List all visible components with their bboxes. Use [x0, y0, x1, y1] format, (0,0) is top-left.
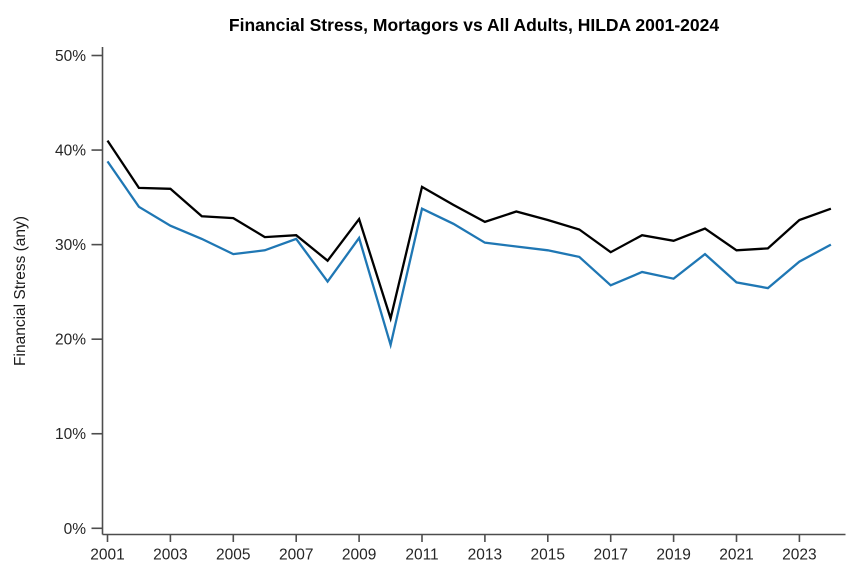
- axes: [101, 47, 846, 536]
- x-tick-label: 2013: [468, 547, 502, 564]
- y-tick-label: 0%: [64, 521, 87, 538]
- y-axis-label: Financial Stress (any): [12, 216, 29, 366]
- y-tick-label: 50%: [55, 48, 86, 65]
- x-tick-label: 2011: [405, 547, 438, 564]
- series-line-mortagors: [106, 139, 832, 323]
- x-tick-label: 2021: [719, 547, 753, 564]
- x-tick-label: 2019: [656, 547, 690, 564]
- x-tick-label: 2017: [593, 547, 627, 564]
- x-tick-label: 2003: [153, 547, 187, 564]
- x-tick-label: 2001: [90, 547, 124, 564]
- y-tick-label: 30%: [55, 237, 86, 254]
- y-tick-label: 20%: [55, 332, 86, 349]
- x-tick-label: 2005: [216, 547, 250, 564]
- x-tick-label: 2023: [782, 547, 816, 564]
- chart-title: Financial Stress, Mortagors vs All Adult…: [229, 15, 719, 35]
- series-lines: [106, 139, 832, 350]
- x-tick-label: 2015: [531, 547, 565, 564]
- tick-marks-and-labels: 0% 10% 20% 30% 40% 50% 2001 2003 2005 2007 2009 201…: [55, 48, 817, 564]
- y-tick-label: 10%: [55, 426, 86, 443]
- x-tick-label: 2007: [279, 547, 313, 564]
- series-line-all-adults: [106, 160, 832, 350]
- y-tick-label: 40%: [55, 143, 86, 160]
- x-tick-label: 2009: [342, 547, 376, 564]
